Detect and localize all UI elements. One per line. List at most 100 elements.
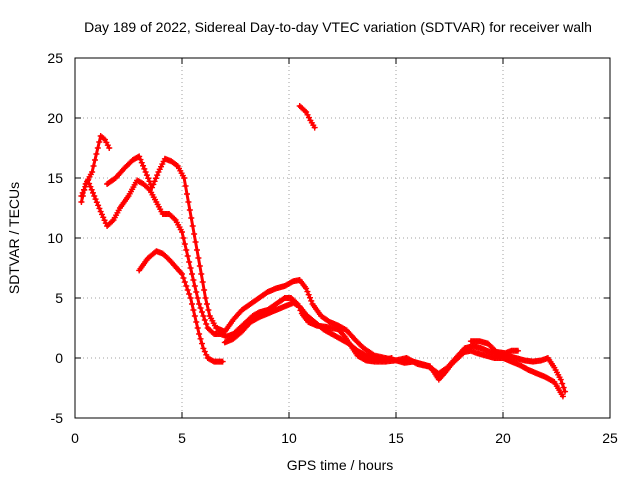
- data-point-marker: [196, 331, 203, 337]
- data-point-marker: [201, 348, 208, 355]
- data-point-marker: [198, 271, 205, 277]
- data-point-marker: [91, 193, 98, 199]
- data-point-marker: [91, 157, 98, 163]
- series-arc-f: [296, 103, 318, 131]
- data-point-marker: [188, 301, 195, 307]
- data-point-marker: [142, 169, 149, 175]
- data-point-marker: [191, 313, 198, 319]
- data-point-marker: [145, 185, 152, 192]
- data-point-marker: [136, 153, 143, 160]
- data-point-marker: [193, 247, 200, 253]
- data-point-marker: [560, 384, 567, 391]
- data-point-marker: [79, 189, 86, 196]
- data-point-marker: [183, 191, 190, 197]
- data-point-marker: [181, 279, 188, 285]
- data-point-marker: [92, 196, 99, 203]
- data-point-marker: [97, 208, 104, 215]
- data-point-marker: [193, 289, 200, 295]
- y-tick-label: 25: [47, 50, 63, 66]
- data-point-marker: [88, 186, 95, 193]
- data-point-marker: [182, 183, 189, 189]
- x-axis-label: GPS time / hours: [287, 457, 394, 473]
- series-line: [137, 249, 225, 364]
- data-point-marker: [80, 186, 87, 193]
- data-point-marker: [193, 319, 200, 325]
- data-point-marker: [192, 239, 199, 245]
- data-point-marker: [179, 271, 185, 277]
- data-point-marker: [98, 211, 105, 218]
- data-point-marker: [173, 162, 180, 169]
- data-point-marker: [189, 223, 196, 229]
- x-tick-label: 10: [281, 430, 297, 446]
- data-point-marker: [145, 175, 152, 182]
- data-point-marker: [154, 172, 161, 179]
- data-point-marker: [559, 380, 566, 387]
- data-point-marker: [303, 285, 310, 292]
- data-point-marker: [197, 335, 204, 342]
- y-tick-label: 0: [55, 350, 63, 366]
- data-point-marker: [95, 202, 102, 209]
- data-point-marker: [183, 283, 190, 289]
- data-point-marker: [187, 265, 194, 271]
- data-point-marker: [200, 345, 207, 352]
- x-tick-label: 25: [602, 430, 618, 446]
- data-point-marker: [194, 295, 201, 301]
- data-point-marker: [93, 151, 100, 157]
- data-point-marker: [90, 163, 97, 169]
- data-point-marker: [198, 309, 205, 315]
- series-arc-b: [78, 177, 566, 400]
- data-point-marker: [137, 156, 144, 163]
- data-point-marker: [181, 241, 188, 247]
- data-point-marker: [190, 277, 197, 283]
- data-point-marker: [203, 301, 210, 307]
- x-tick-label: 20: [495, 430, 511, 446]
- data-point-marker: [138, 159, 145, 166]
- data-point-marker: [199, 279, 206, 285]
- data-point-marker: [203, 321, 210, 327]
- data-point-marker: [191, 283, 198, 289]
- data-point-marker: [140, 162, 147, 169]
- data-point-marker: [78, 199, 85, 205]
- series-arc-e: [221, 299, 395, 364]
- data-point-marker: [146, 178, 153, 185]
- data-point-marker: [196, 301, 203, 307]
- data-point-marker: [311, 124, 318, 131]
- data-point-marker: [143, 172, 150, 179]
- data-point-marker: [96, 205, 103, 212]
- data-point-marker: [196, 263, 203, 269]
- data-point-marker: [188, 215, 195, 221]
- series-line: [79, 178, 565, 398]
- data-point-marker: [198, 340, 205, 347]
- data-point-marker: [89, 169, 96, 175]
- data-point-marker: [184, 253, 191, 259]
- data-point-marker: [89, 189, 96, 196]
- data-point-marker: [388, 355, 395, 361]
- data-point-marker: [183, 247, 190, 253]
- data-point-marker: [195, 255, 202, 261]
- y-tick-label: -5: [51, 410, 64, 426]
- data-point-marker: [187, 295, 194, 301]
- data-point-marker: [186, 207, 193, 213]
- data-point-marker: [191, 231, 198, 237]
- data-point-marker: [306, 294, 313, 301]
- data-point-marker: [100, 214, 107, 221]
- data-point-marker: [304, 288, 311, 295]
- y-tick-label: 5: [55, 290, 63, 306]
- data-point-marker: [101, 217, 108, 224]
- y-tick-label: 20: [47, 110, 63, 126]
- data-point-marker: [150, 181, 157, 188]
- data-point-marker: [301, 107, 308, 114]
- data-point-marker: [186, 291, 193, 297]
- data-point-marker: [180, 275, 187, 281]
- x-tick-label: 15: [388, 430, 404, 446]
- data-point-marker: [181, 175, 188, 181]
- data-point-marker: [305, 291, 312, 298]
- axis-ticks: 0 5 10 15 20 25 -5 0 5 10 15 20 25: [47, 50, 618, 446]
- y-tick-label: 10: [47, 230, 63, 246]
- data-point-marker: [109, 218, 116, 225]
- data-point-marker: [188, 271, 195, 277]
- data-point-marker: [87, 183, 94, 190]
- data-point-marker: [219, 358, 226, 365]
- data-point-marker: [185, 199, 192, 205]
- data-point-marker: [184, 287, 191, 293]
